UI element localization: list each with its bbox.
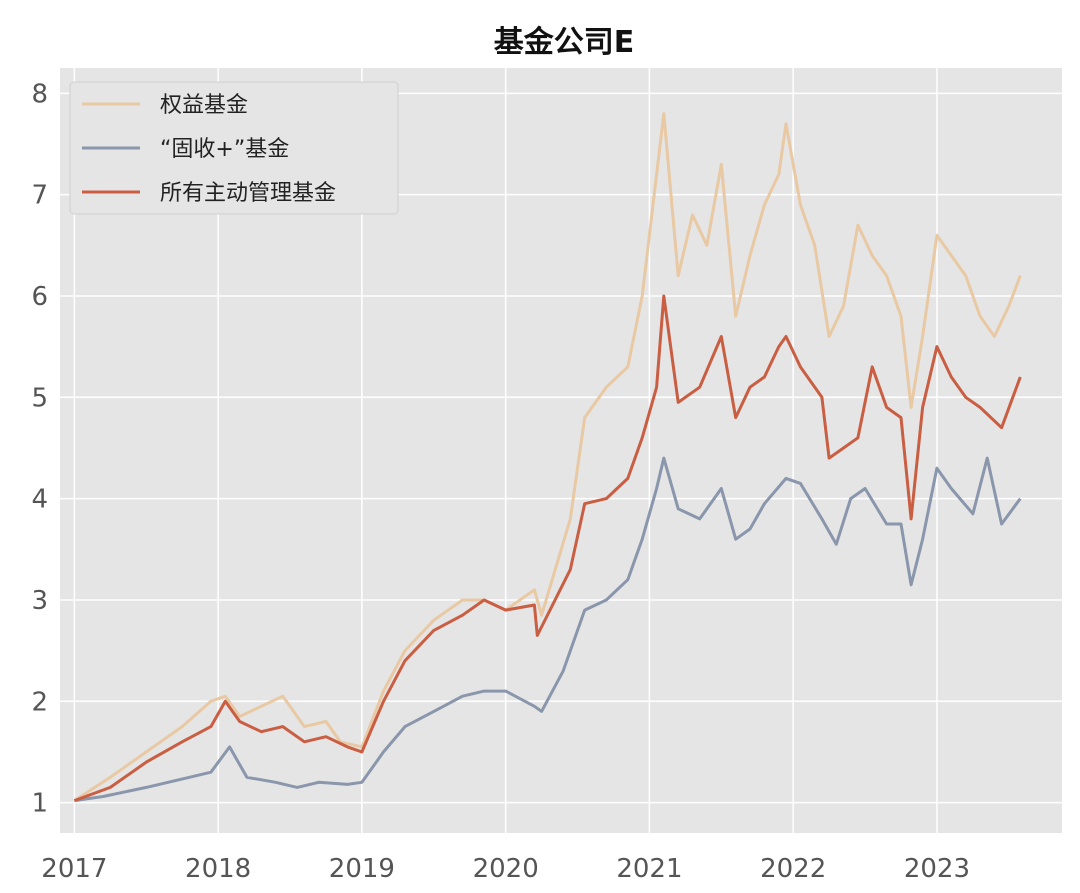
chart-title: 基金公司E — [494, 25, 635, 60]
series-line-1 — [74, 456, 1022, 803]
legend-label: 所有主动管理基金 — [160, 181, 336, 206]
y-tick-label: 8 — [31, 79, 48, 109]
legend-box — [69, 81, 399, 215]
x-tick-label: 2018 — [185, 854, 251, 884]
x-tick-label: 2017 — [41, 854, 107, 884]
x-tick-label: 2022 — [760, 854, 826, 884]
x-tick-label: 2020 — [473, 854, 539, 884]
y-tick-label: 2 — [31, 687, 48, 717]
y-tick-label: 7 — [31, 181, 48, 211]
x-axis: 2017 2018 2019 2020 2021 2022 2023 — [41, 854, 970, 884]
y-axis: 1 2 3 4 5 6 7 8 — [31, 79, 48, 818]
legend-label: “固收+”基金 — [160, 137, 289, 162]
legend-label: 权益基金 — [160, 93, 248, 118]
y-tick-label: 3 — [31, 586, 48, 616]
series-lines — [73, 112, 1022, 803]
series-line-0 — [73, 112, 1022, 802]
series-line-2 — [73, 294, 1022, 803]
x-tick-label: 2019 — [329, 854, 395, 884]
x-tick-label: 2021 — [616, 854, 682, 884]
y-tick-label: 4 — [31, 485, 48, 515]
y-tick-label: 1 — [31, 789, 48, 819]
x-tick-label: 2023 — [904, 854, 970, 884]
y-tick-label: 5 — [31, 383, 48, 413]
y-tick-label: 6 — [31, 282, 48, 312]
